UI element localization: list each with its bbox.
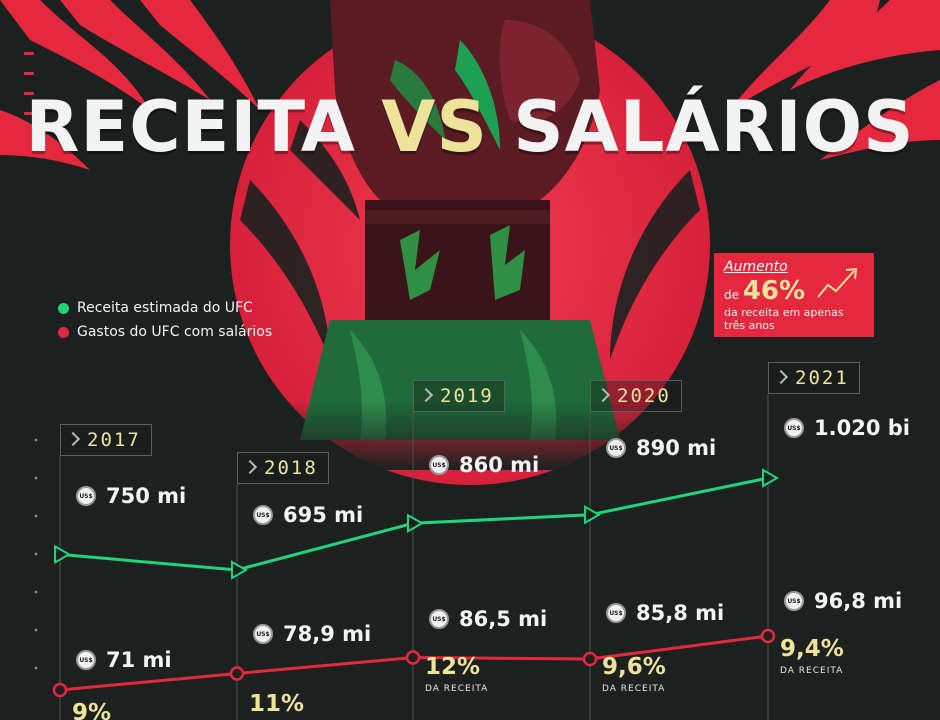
chevron-right-icon: [595, 387, 611, 403]
share-caption-2021: DA RECEITA: [780, 666, 844, 676]
salaries-point-2018: [229, 666, 245, 681]
year-text: 2021: [795, 367, 849, 389]
title-vs: VS: [381, 86, 488, 168]
salaries-label-2021: US$ 96,8 mi: [784, 589, 902, 613]
year-text: 2019: [440, 385, 494, 407]
axis-tick-dot: [34, 476, 38, 480]
callout-caption-2: três anos: [724, 319, 775, 332]
legend-dot-revenue: [58, 302, 69, 314]
revenue-label-2017: US$ 750 mi: [76, 484, 186, 508]
trend-up-arrow-icon: [817, 267, 858, 298]
share-value-2018: 11%: [249, 691, 305, 717]
chevron-right-icon: [418, 387, 434, 403]
share-value-2021: 9,4%: [780, 636, 844, 662]
dollar-coin-icon: US$: [606, 603, 626, 623]
legend-item-revenue: Receita estimada do UFC: [58, 296, 272, 320]
legend-label-revenue: Receita estimada do UFC: [77, 300, 253, 316]
share-caption-2019: DA RECEITA: [425, 684, 489, 694]
data-label-text: 86,5 mi: [459, 607, 548, 631]
growth-callout: Aumento de 46% da receita em apenas três…: [714, 253, 874, 337]
callout-value: 46%: [742, 276, 806, 306]
title-part-1: RECEITA: [25, 86, 356, 168]
revenue-label-2018: US$ 695 mi: [253, 503, 363, 527]
data-label-text: 1.020 bi: [814, 416, 910, 440]
data-label-text: 96,8 mi: [814, 589, 903, 613]
salaries-point-2017: [52, 682, 68, 698]
title-part-2: SALÁRIOS: [513, 86, 915, 168]
data-label-text: 85,8 mi: [636, 601, 725, 625]
dollar-coin-icon: US$: [784, 418, 804, 438]
year-label-2021: 2021: [768, 362, 860, 394]
year-label-2020: 2020: [590, 380, 682, 412]
chart-points: [52, 468, 780, 698]
callout-value-row: de 46%: [724, 276, 864, 306]
hud-ticks: [24, 52, 34, 136]
legend-item-salaries: Gastos do UFC com salários: [58, 320, 272, 344]
legend: Receita estimada do UFC Gastos do UFC co…: [58, 296, 272, 344]
fist-illustration: [250, 0, 690, 470]
data-label-text: 71 mi: [106, 648, 172, 672]
dark-sun-swirls: [240, 120, 700, 360]
axis-tick-dot: [34, 552, 38, 556]
revenue-point-2019: [407, 513, 425, 534]
dollar-coin-icon: US$: [253, 624, 273, 644]
axis-tick-dot: [34, 514, 38, 518]
share-value-2019: 12%: [425, 654, 481, 680]
axis-tick-dot: [34, 628, 38, 632]
salaries-point-2021: [760, 628, 776, 644]
dollar-coin-icon: US$: [784, 591, 804, 611]
legend-label-salaries: Gastos do UFC com salários: [77, 324, 273, 340]
data-label-text: 695 mi: [283, 503, 364, 527]
data-label-text: 78,9 mi: [283, 622, 372, 646]
axis-tick-dot: [34, 666, 38, 670]
share-value-2017: 9%: [72, 700, 112, 720]
legend-dot-salaries: [58, 326, 69, 338]
revenue-point-2020: [584, 505, 602, 525]
salaries-point-2020: [582, 651, 598, 667]
revenue-label-2021: US$ 1.020 bi: [784, 416, 910, 440]
dollar-coin-icon: US$: [76, 650, 96, 670]
year-text: 2018: [264, 457, 318, 479]
year-label-2018: 2018: [237, 452, 329, 484]
year-label-2017: 2017: [60, 424, 152, 456]
salaries-label-2017: US$ 71 mi: [76, 648, 172, 672]
dollar-coin-icon: US$: [606, 438, 626, 458]
revenue-point-2021: [762, 468, 780, 488]
axis-tick-dot: [34, 590, 38, 594]
share-value-2020: 9,6%: [602, 654, 666, 680]
revenue-point-2017: [54, 544, 72, 565]
salaries-label-2018: US$ 78,9 mi: [253, 622, 371, 646]
chevron-right-icon: [242, 459, 258, 475]
year-text: 2017: [87, 429, 141, 451]
callout-heading: Aumento: [724, 259, 788, 275]
revenue-label-2019: US$ 860 mi: [429, 453, 539, 477]
chevron-right-icon: [65, 431, 81, 447]
red-brush-strokes: [0, 0, 940, 170]
salaries-label-2020: US$ 85,8 mi: [606, 601, 724, 625]
year-label-2019: 2019: [413, 380, 505, 412]
salaries-point-2019: [405, 650, 421, 665]
data-label-text: 890 mi: [636, 436, 717, 460]
share-caption-2020: DA RECEITA: [602, 684, 666, 694]
revenue-point-2018: [231, 560, 249, 580]
axis-tick-dot: [34, 438, 38, 442]
data-label-text: 860 mi: [459, 453, 540, 477]
dollar-coin-icon: US$: [429, 455, 449, 475]
dollar-coin-icon: US$: [429, 609, 449, 629]
chevron-right-icon: [773, 369, 789, 385]
revenue-label-2020: US$ 890 mi: [606, 436, 716, 460]
page-title: RECEITA VS SALÁRIOS: [0, 92, 940, 162]
dollar-coin-icon: US$: [253, 505, 273, 525]
salaries-label-2019: US$ 86,5 mi: [429, 607, 547, 631]
callout-caption-1: da receita em apenas: [724, 306, 844, 319]
callout-prefix: de: [724, 288, 739, 302]
year-text: 2020: [617, 385, 671, 407]
data-label-text: 750 mi: [106, 484, 187, 508]
dollar-coin-icon: US$: [76, 486, 96, 506]
